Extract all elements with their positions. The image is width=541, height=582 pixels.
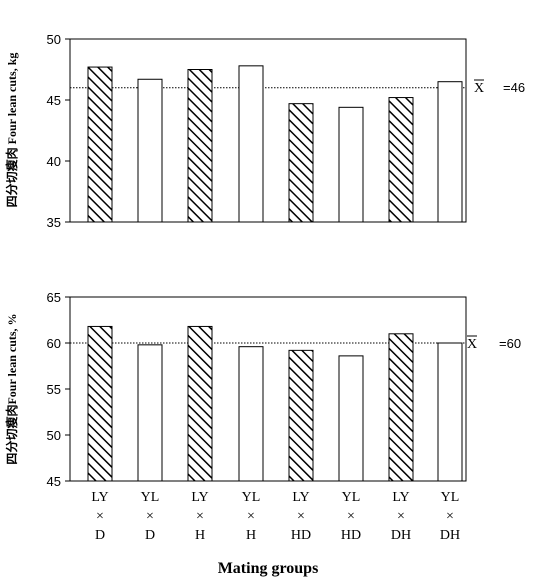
mean-symbol: X <box>467 337 477 352</box>
bar-LY×D <box>87 66 113 223</box>
x-category-cross: × <box>247 509 255 524</box>
mean-symbol: X <box>474 81 484 96</box>
bar-LY×D <box>87 325 113 482</box>
bottom-chart-panel: 45 50 55 60 65 四分切瘦肉Four lean cuts, % X =60 <box>4 290 521 489</box>
x-category-top: YL <box>441 490 460 505</box>
x-category-top: LY <box>292 490 309 505</box>
bar-YL×HD <box>338 106 364 223</box>
x-category-top: YL <box>141 490 160 505</box>
x-category-bottom: D <box>95 528 105 543</box>
x-category-cross: × <box>146 509 154 524</box>
bar-YL×D <box>137 344 163 482</box>
x-category-bottom: DH <box>391 528 411 543</box>
x-category-cross: × <box>397 509 405 524</box>
top-chart-panel: 35 40 45 50 四分切瘦肉 Four lean cuts, kg X =46 <box>4 32 525 230</box>
x-category-cross: × <box>297 509 305 524</box>
mean-value-label: =46 <box>503 80 525 95</box>
x-category-bottom: HD <box>291 528 311 543</box>
bar-YL×HD <box>338 355 364 482</box>
bar-YL×D <box>137 78 163 223</box>
x-category-top: YL <box>342 490 361 505</box>
x-category-cross: × <box>196 509 204 524</box>
y-tick-label: 45 <box>47 474 61 489</box>
x-category-top: LY <box>91 490 108 505</box>
x-category-cross: × <box>96 509 104 524</box>
bar-LY×H <box>187 325 213 482</box>
y-axis-label: 四分切瘦肉 Four lean cuts, kg <box>4 53 19 208</box>
x-category-cross: × <box>446 509 454 524</box>
x-category-bottom: D <box>145 528 155 543</box>
bar-LY×DH <box>388 97 414 223</box>
x-category-top: YL <box>242 490 261 505</box>
bar-YL×H <box>238 65 264 223</box>
y-tick-label: 35 <box>47 215 61 230</box>
x-category-bottom: H <box>246 528 256 543</box>
bar-YL×DH <box>437 342 463 482</box>
y-tick-label: 45 <box>47 93 61 108</box>
x-axis-label: Mating groups <box>218 560 319 577</box>
x-category-bottom: H <box>195 528 205 543</box>
bar-LY×HD <box>288 103 314 223</box>
y-tick-label: 40 <box>47 154 61 169</box>
y-tick-label: 50 <box>47 428 61 443</box>
x-category-labels: LY × D YL × D LY × H YL × H LY × HD YL × HD LY × DH YL × DH <box>91 490 460 543</box>
bar-LY×HD <box>288 349 314 482</box>
bar-YL×H <box>238 346 264 482</box>
y-axis-label: 四分切瘦肉Four lean cuts, % <box>4 313 19 464</box>
y-tick-label: 55 <box>47 382 61 397</box>
x-category-bottom: DH <box>440 528 460 543</box>
y-tick-label: 65 <box>47 290 61 305</box>
mean-value-label: =60 <box>499 336 521 351</box>
plot-frame <box>69 38 467 223</box>
x-category-top: LY <box>191 490 208 505</box>
bar-LY×H <box>187 69 213 223</box>
x-category-bottom: HD <box>341 528 361 543</box>
x-category-cross: × <box>347 509 355 524</box>
bar-LY×DH <box>388 333 414 482</box>
y-tick-label: 50 <box>47 32 61 47</box>
x-category-top: LY <box>392 490 409 505</box>
bar-YL×DH <box>437 81 463 223</box>
y-tick-label: 60 <box>47 336 61 351</box>
